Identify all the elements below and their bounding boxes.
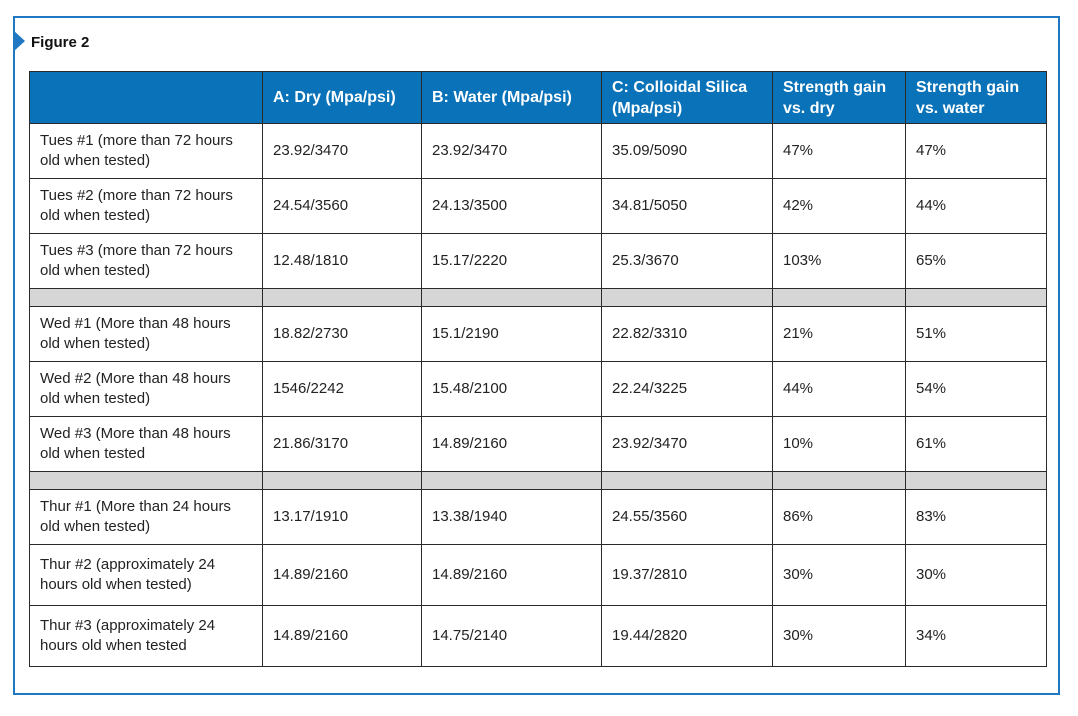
dry-value: 12.48/1810 — [262, 233, 422, 289]
water-value: 15.17/2220 — [421, 233, 602, 289]
column-header: B: Water (Mpa/psi) — [421, 71, 602, 124]
row-label: Wed #2 (More than 48 hours old when test… — [29, 361, 263, 417]
silica-value: 25.3/3670 — [601, 233, 773, 289]
gain-vs-dry: 47% — [772, 123, 906, 179]
row-label: Thur #1 (More than 24 hours old when tes… — [29, 489, 263, 545]
dry-value: 14.89/2160 — [262, 605, 422, 667]
group-separator-row — [29, 288, 1047, 307]
gain-vs-water: 51% — [905, 306, 1047, 362]
gain-vs-water: 54% — [905, 361, 1047, 417]
silica-value: 19.44/2820 — [601, 605, 773, 667]
table-row: Wed #3 (More than 48 hours old when test… — [29, 416, 1047, 472]
water-value: 24.13/3500 — [421, 178, 602, 234]
gain-vs-water: 44% — [905, 178, 1047, 234]
table-row: Thur #2 (approximately 24 hours old when… — [29, 544, 1047, 606]
silica-value: 24.55/3560 — [601, 489, 773, 545]
gain-vs-dry: 30% — [772, 605, 906, 667]
dry-value: 21.86/3170 — [262, 416, 422, 472]
row-label: Tues #1 (more than 72 hours old when tes… — [29, 123, 263, 179]
water-value: 15.1/2190 — [421, 306, 602, 362]
table-row: Tues #2 (more than 72 hours old when tes… — [29, 178, 1047, 234]
gain-vs-dry: 86% — [772, 489, 906, 545]
column-header: A: Dry (Mpa/psi) — [262, 71, 422, 124]
row-label: Tues #2 (more than 72 hours old when tes… — [29, 178, 263, 234]
results-table: A: Dry (Mpa/psi) B: Water (Mpa/psi) C: C… — [29, 71, 1047, 667]
gain-vs-dry: 30% — [772, 544, 906, 606]
table-row: Thur #3 (approximately 24 hours old when… — [29, 605, 1047, 667]
table-row: Thur #1 (More than 24 hours old when tes… — [29, 489, 1047, 545]
water-value: 15.48/2100 — [421, 361, 602, 417]
row-label: Thur #3 (approximately 24 hours old when… — [29, 605, 263, 667]
column-header: C: Colloidal Silica (Mpa/psi) — [601, 71, 773, 124]
dry-value: 18.82/2730 — [262, 306, 422, 362]
dry-value: 23.92/3470 — [262, 123, 422, 179]
silica-value: 19.37/2810 — [601, 544, 773, 606]
row-label: Wed #1 (More than 48 hours old when test… — [29, 306, 263, 362]
table-row: Wed #2 (More than 48 hours old when test… — [29, 361, 1047, 417]
silica-value: 22.24/3225 — [601, 361, 773, 417]
silica-value: 23.92/3470 — [601, 416, 773, 472]
silica-value: 34.81/5050 — [601, 178, 773, 234]
water-value: 14.89/2160 — [421, 544, 602, 606]
table-row: Wed #1 (More than 48 hours old when test… — [29, 306, 1047, 362]
row-label: Wed #3 (More than 48 hours old when test… — [29, 416, 263, 472]
column-header — [29, 71, 263, 124]
water-value: 23.92/3470 — [421, 123, 602, 179]
group-separator-row — [29, 471, 1047, 490]
water-value: 14.89/2160 — [421, 416, 602, 472]
row-label: Thur #2 (approximately 24 hours old when… — [29, 544, 263, 606]
figure-marker-arrow-icon — [13, 30, 25, 52]
gain-vs-dry: 103% — [772, 233, 906, 289]
water-value: 13.38/1940 — [421, 489, 602, 545]
gain-vs-water: 83% — [905, 489, 1047, 545]
gain-vs-water: 61% — [905, 416, 1047, 472]
dry-value: 24.54/3560 — [262, 178, 422, 234]
column-header: Strength gain vs. dry — [772, 71, 906, 124]
gain-vs-water: 47% — [905, 123, 1047, 179]
figure-frame — [13, 16, 1060, 695]
dry-value: 14.89/2160 — [262, 544, 422, 606]
table-row: Tues #1 (more than 72 hours old when tes… — [29, 123, 1047, 179]
gain-vs-water: 30% — [905, 544, 1047, 606]
silica-value: 35.09/5090 — [601, 123, 773, 179]
gain-vs-water: 34% — [905, 605, 1047, 667]
gain-vs-dry: 21% — [772, 306, 906, 362]
dry-value: 1546/2242 — [262, 361, 422, 417]
row-label: Tues #3 (more than 72 hours old when tes… — [29, 233, 263, 289]
water-value: 14.75/2140 — [421, 605, 602, 667]
gain-vs-dry: 42% — [772, 178, 906, 234]
silica-value: 22.82/3310 — [601, 306, 773, 362]
gain-vs-dry: 10% — [772, 416, 906, 472]
column-header: Strength gain vs. water — [905, 71, 1047, 124]
dry-value: 13.17/1910 — [262, 489, 422, 545]
table-row: Tues #3 (more than 72 hours old when tes… — [29, 233, 1047, 289]
gain-vs-dry: 44% — [772, 361, 906, 417]
figure-title: Figure 2 — [31, 34, 90, 51]
gain-vs-water: 65% — [905, 233, 1047, 289]
table-header-row: A: Dry (Mpa/psi) B: Water (Mpa/psi) C: C… — [29, 71, 1047, 124]
